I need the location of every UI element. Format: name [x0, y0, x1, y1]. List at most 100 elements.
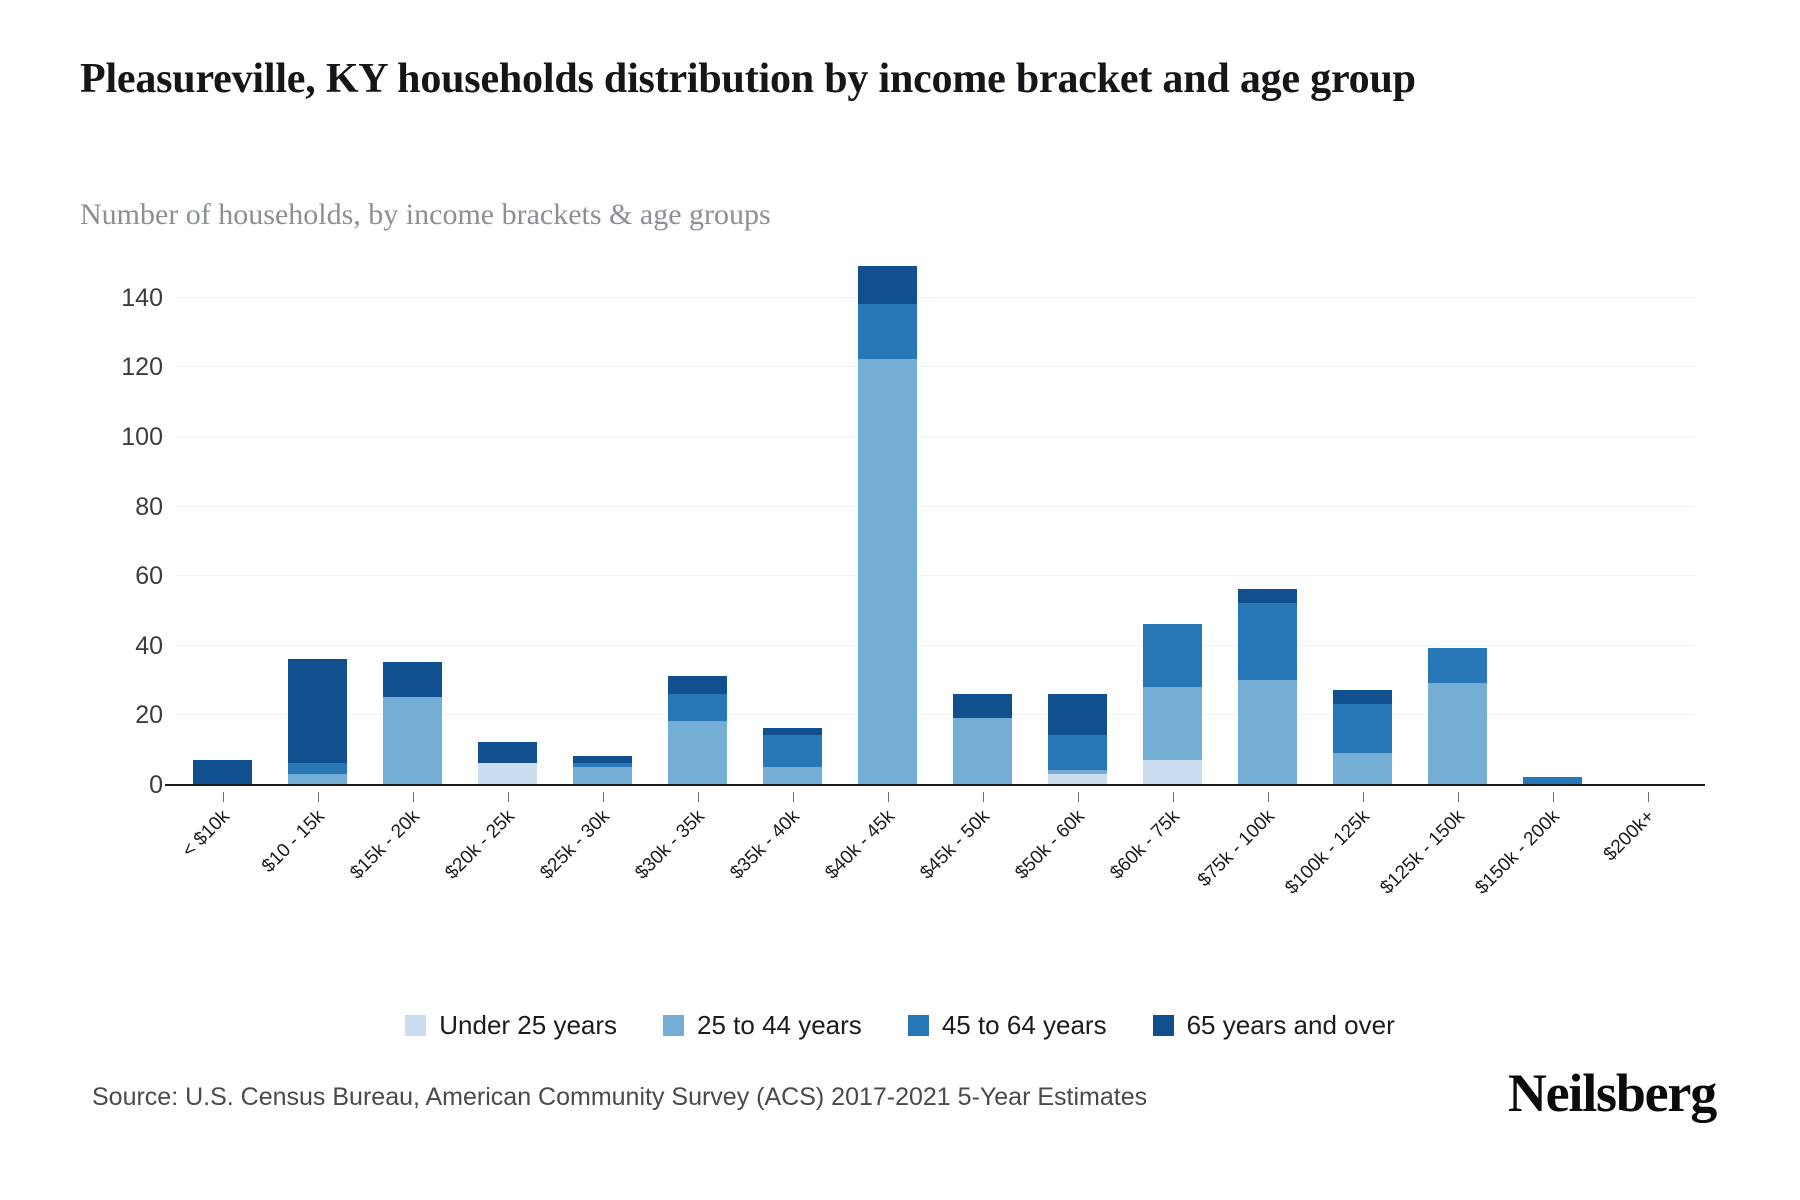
bar-segment[interactable]: [383, 662, 442, 697]
legend-swatch-icon: [663, 1015, 685, 1036]
x-axis-tick-mark: [222, 792, 224, 802]
bar-segment[interactable]: [1143, 759, 1202, 784]
x-axis-tick-label: $40k - 45k: [820, 806, 899, 884]
bar-stack[interactable]: [1048, 693, 1107, 784]
x-axis-tick-mark: [507, 792, 509, 802]
x-axis-tick-label: $45k - 50k: [915, 806, 994, 884]
bar-segment[interactable]: [1333, 703, 1392, 753]
bar-segment[interactable]: [288, 763, 347, 774]
bar-stack[interactable]: [858, 265, 917, 784]
x-axis-tick-label: $30k - 35k: [630, 806, 709, 884]
x-axis-tick-label: $100k - 125k: [1280, 806, 1374, 899]
bar-segment[interactable]: [858, 303, 917, 360]
legend-label: 45 to 64 years: [941, 1010, 1107, 1040]
bar-stack[interactable]: [1143, 623, 1202, 784]
bar-segment[interactable]: [1048, 693, 1107, 736]
gridline: [175, 296, 1695, 298]
x-axis-tick-label: $35k - 40k: [725, 806, 804, 884]
bar-segment[interactable]: [193, 759, 252, 784]
bar-segment[interactable]: [383, 697, 442, 784]
bar-segment[interactable]: [1143, 686, 1202, 760]
bar-segment[interactable]: [858, 359, 917, 784]
bar-segment[interactable]: [1333, 690, 1392, 704]
legend-swatch-icon: [1152, 1015, 1174, 1036]
bar-segment[interactable]: [478, 742, 537, 764]
legend-swatch-icon: [405, 1015, 427, 1036]
chart-legend: Under 25 years 25 to 44 years 45 to 64 yea…: [0, 1010, 1800, 1041]
bar-stack[interactable]: [193, 759, 252, 784]
bar-segment[interactable]: [573, 766, 632, 784]
bar-stack[interactable]: [478, 742, 537, 784]
x-axis-tick-mark: [1267, 792, 1269, 802]
bar-segment[interactable]: [1143, 623, 1202, 687]
bar-segment[interactable]: [1238, 679, 1297, 784]
x-axis-tick-mark: [1552, 792, 1554, 802]
x-axis-line: [165, 784, 1705, 786]
bar-segment[interactable]: [1333, 752, 1392, 784]
x-axis-tick-mark: [1172, 792, 1174, 802]
bar-segment[interactable]: [1428, 683, 1487, 784]
x-axis-ticks: < $10k $10 - 15k $15k - 20k $20k - 25k $25k …: [175, 792, 1695, 912]
bar-stack[interactable]: [1333, 690, 1392, 784]
bar-segment[interactable]: [1523, 777, 1582, 784]
bar-segment[interactable]: [668, 721, 727, 784]
x-axis-tick-label: $50k - 60k: [1010, 806, 1089, 884]
y-axis-tick-label: 100: [121, 423, 163, 451]
y-axis-tick-label: 60: [135, 562, 163, 591]
bar-segment[interactable]: [668, 693, 727, 722]
x-axis-tick-mark: [792, 792, 794, 802]
x-axis-tick-mark: [697, 792, 699, 802]
bar-stack[interactable]: [1238, 589, 1297, 784]
bar-segment[interactable]: [573, 756, 632, 764]
bar-segment[interactable]: [953, 693, 1012, 718]
legend-label: Under 25 years: [439, 1010, 618, 1040]
plot-area: 0 20 40 60 80 100 120 140 < $10k $10 - 15k $15k -…: [121, 262, 1705, 899]
bar-stack[interactable]: [383, 662, 442, 784]
bar-segment[interactable]: [1048, 770, 1107, 774]
gridline: [175, 505, 1695, 507]
x-axis-tick-mark: [982, 792, 984, 802]
bar-segment[interactable]: [1238, 589, 1297, 604]
bar-stack[interactable]: [573, 756, 632, 784]
x-axis-tick-mark: [602, 792, 604, 802]
bar-segment[interactable]: [288, 773, 347, 784]
x-axis-tick-label: $60k - 75k: [1105, 806, 1184, 884]
bar-segment[interactable]: [478, 763, 537, 784]
bar-stack[interactable]: [1523, 777, 1582, 784]
gridline: [175, 644, 1695, 646]
gridline: [175, 714, 1695, 716]
x-axis-tick-label: $75k - 100k: [1193, 806, 1279, 892]
bar-stack[interactable]: [1428, 648, 1487, 784]
bar-stack[interactable]: [668, 676, 727, 784]
bar-stack[interactable]: [288, 658, 347, 784]
bar-stack[interactable]: [763, 728, 822, 784]
x-axis-tick-label: $150k - 200k: [1470, 806, 1564, 899]
bar-segment[interactable]: [668, 676, 727, 694]
bar-segment[interactable]: [288, 658, 347, 764]
legend-item[interactable]: 65 years and over: [1152, 1010, 1395, 1041]
gridline: [175, 366, 1695, 368]
x-axis-tick-label: $25k - 30k: [535, 806, 614, 884]
page-subtitle: Number of households, by income brackets…: [80, 198, 771, 231]
bar-segment[interactable]: [1048, 773, 1107, 784]
bar-segment[interactable]: [1238, 603, 1297, 680]
x-axis-tick-label: $15k - 20k: [345, 806, 424, 884]
legend-item[interactable]: 45 to 64 years: [907, 1010, 1107, 1041]
bar-segment[interactable]: [1428, 648, 1487, 684]
bar-segment[interactable]: [763, 735, 822, 767]
bar-stack[interactable]: [953, 693, 1012, 784]
bar-segment[interactable]: [953, 717, 1012, 784]
y-axis-tick-label: 140: [121, 283, 163, 312]
gridline: [175, 575, 1695, 577]
x-axis-tick-mark: [1457, 792, 1459, 802]
gridline: [175, 436, 1695, 437]
legend-item[interactable]: Under 25 years: [405, 1010, 617, 1041]
bar-segment[interactable]: [763, 728, 822, 736]
legend-label: 65 years and over: [1186, 1010, 1395, 1040]
bar-segment[interactable]: [858, 265, 917, 304]
bar-segment[interactable]: [763, 766, 822, 784]
legend-item[interactable]: 25 to 44 years: [663, 1010, 862, 1041]
bar-segment[interactable]: [1048, 735, 1107, 771]
bar-segment[interactable]: [573, 763, 632, 767]
